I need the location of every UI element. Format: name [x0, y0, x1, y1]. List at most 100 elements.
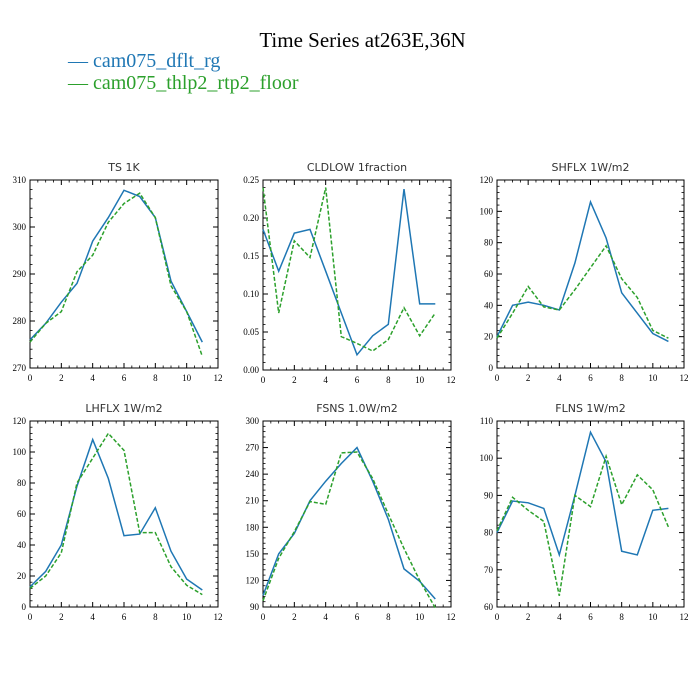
y-tick-label: 60 — [17, 509, 27, 519]
x-tick-label: 12 — [680, 612, 689, 622]
y-tick-label: 100 — [480, 453, 494, 463]
y-tick-label: 40 — [484, 300, 494, 310]
y-tick-label: 270 — [246, 443, 260, 453]
y-tick-label: 300 — [246, 416, 260, 426]
x-tick-label: 4 — [90, 373, 95, 383]
x-tick-label: 6 — [122, 373, 127, 383]
x-tick-label: 2 — [526, 373, 531, 383]
x-tick-label: 12 — [447, 375, 456, 385]
panel-title: FSNS 1.0W/m2 — [316, 402, 398, 415]
y-tick-label: 180 — [246, 522, 260, 532]
y-tick-label: 290 — [13, 269, 27, 279]
x-tick-label: 10 — [648, 612, 658, 622]
y-tick-label: 0.05 — [243, 327, 259, 337]
series-line-dflt — [262, 446, 436, 600]
x-tick-label: 10 — [415, 375, 425, 385]
x-tick-label: 6 — [355, 375, 360, 385]
y-tick-label: 0.10 — [243, 289, 259, 299]
series-line-dflt — [29, 437, 203, 591]
x-tick-label: 4 — [323, 375, 328, 385]
y-tick-label: 60 — [484, 602, 494, 612]
plot-frame — [262, 179, 452, 371]
y-tick-label: 270 — [13, 363, 27, 373]
y-tick-label: 70 — [484, 565, 494, 575]
x-tick-label: 8 — [619, 373, 624, 383]
plot-frame — [496, 420, 685, 608]
y-tick-label: 0.00 — [243, 365, 259, 375]
series-line-thlp2 — [262, 451, 436, 609]
x-tick-label: 4 — [557, 612, 562, 622]
chart-panel-1: TS 1K 0 2 4 6 8 10 12 270 280 290 300 310 — [13, 161, 223, 383]
x-tick-label: 4 — [323, 612, 328, 622]
x-tick-label: 2 — [292, 612, 297, 622]
y-tick-label: 80 — [484, 528, 494, 538]
series-line-thlp2 — [29, 432, 203, 596]
x-tick-label: 2 — [59, 373, 64, 383]
chart-panel-6: FLNS 1W/m2 0 2 4 6 8 10 12 60 70 80 90 100 110 — [480, 402, 689, 622]
plot-frame — [29, 179, 219, 369]
legend-entry-thlp2: — cam075_thlp2_rtp2_floor — [68, 72, 299, 94]
y-tick-label: 120 — [246, 575, 260, 585]
x-tick-label: 8 — [386, 612, 391, 622]
y-tick-label: 40 — [17, 540, 27, 550]
y-tick-label: 0 — [22, 602, 27, 612]
x-tick-label: 6 — [588, 373, 593, 383]
series-line-thlp2 — [496, 244, 669, 339]
x-tick-label: 10 — [182, 373, 192, 383]
x-tick-label: 8 — [619, 612, 624, 622]
x-tick-label: 8 — [386, 375, 391, 385]
x-tick-label: 2 — [526, 612, 531, 622]
x-tick-label: 0 — [495, 373, 500, 383]
x-tick-label: 12 — [680, 373, 689, 383]
y-tick-label: 280 — [13, 316, 27, 326]
x-tick-label: 6 — [355, 612, 360, 622]
series-line-dflt — [496, 430, 669, 558]
y-tick-label: 310 — [13, 175, 27, 185]
chart-panel-2: CLDLOW 1fraction 0 2 4 6 8 10 12 0.00 0.05 0.10 0.1… — [243, 161, 455, 385]
plot-frame — [29, 420, 219, 608]
figure-title: Time Series at263E,36N — [259, 28, 466, 52]
y-tick-label: 210 — [246, 496, 260, 506]
y-tick-label: 100 — [480, 206, 494, 216]
y-tick-label: 120 — [13, 416, 27, 426]
y-tick-label: 100 — [13, 447, 27, 457]
x-tick-label: 12 — [447, 612, 456, 622]
y-tick-label: 20 — [484, 332, 494, 342]
y-tick-label: 110 — [480, 416, 494, 426]
panel-title: LHFLX 1W/m2 — [85, 402, 162, 415]
series-line-thlp2 — [29, 192, 204, 357]
series-line-thlp2 — [262, 187, 436, 352]
y-tick-label: 80 — [17, 478, 27, 488]
y-tick-label: 240 — [246, 469, 260, 479]
x-tick-label: 10 — [182, 612, 192, 622]
panel-title: SHFLX 1W/m2 — [551, 161, 629, 174]
x-tick-label: 6 — [122, 612, 127, 622]
series-line-dflt — [262, 188, 436, 357]
y-tick-label: 150 — [246, 549, 260, 559]
series-line-dflt — [29, 189, 203, 343]
y-tick-label: 0.20 — [243, 213, 259, 223]
panel-title: CLDLOW 1fraction — [307, 161, 407, 174]
x-tick-label: 2 — [59, 612, 64, 622]
x-tick-label: 10 — [648, 373, 658, 383]
x-tick-label: 10 — [415, 612, 425, 622]
x-tick-label: 4 — [557, 373, 562, 383]
x-tick-label: 0 — [28, 612, 33, 622]
x-tick-label: 2 — [292, 375, 297, 385]
x-tick-label: 12 — [214, 373, 223, 383]
plot-frame — [496, 179, 685, 369]
legend-entry-dflt: — cam075_dflt_rg — [68, 50, 221, 72]
y-tick-label: 0.25 — [243, 175, 259, 185]
x-tick-label: 6 — [588, 612, 593, 622]
x-tick-label: 12 — [214, 612, 223, 622]
chart-panel-5: FSNS 1.0W/m2 0 2 4 6 8 10 12 90 120 150 180 210 240 27… — [246, 402, 456, 622]
panel-title: TS 1K — [107, 161, 140, 174]
y-tick-label: 120 — [480, 175, 494, 185]
y-tick-label: 0 — [489, 363, 494, 373]
y-tick-label: 20 — [17, 571, 27, 581]
x-tick-label: 0 — [261, 375, 266, 385]
x-tick-label: 0 — [261, 612, 266, 622]
y-tick-label: 90 — [250, 602, 260, 612]
